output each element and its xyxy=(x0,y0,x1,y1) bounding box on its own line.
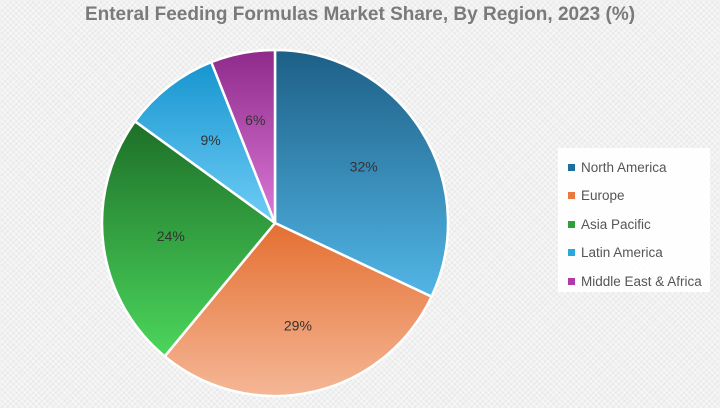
pie-labels: 32% 29% 24% 9% 6% xyxy=(157,112,378,334)
legend-label: Latin America xyxy=(581,245,663,261)
data-label-asia-pacific: 24% xyxy=(157,228,185,244)
data-label-latin-america: 9% xyxy=(200,132,220,148)
legend-label: Middle East & Africa xyxy=(581,273,702,289)
data-label-middle-east-africa: 6% xyxy=(245,112,265,128)
pie-slice-north-america xyxy=(273,48,450,298)
pie-slice-europe xyxy=(163,221,433,398)
pie-slice-middle-east-africa xyxy=(210,48,277,225)
legend-label: Asia Pacific xyxy=(581,216,651,232)
data-label-europe: 29% xyxy=(284,318,312,334)
legend-item-latin-america: Latin America xyxy=(568,239,710,268)
legend-label: North America xyxy=(581,159,667,175)
legend-item-middle-east-africa: Middle East & Africa xyxy=(568,267,710,296)
legend-label: Europe xyxy=(581,188,625,204)
pie-slice-asia-pacific xyxy=(100,120,277,358)
pie-slices xyxy=(100,48,450,398)
legend-swatch xyxy=(568,220,575,228)
legend-swatch xyxy=(568,163,575,171)
legend-swatch xyxy=(568,192,575,200)
pie-slice-latin-america xyxy=(133,60,277,225)
data-label-north-america: 32% xyxy=(350,159,378,175)
legend-item-asia-pacific: Asia Pacific xyxy=(568,210,710,239)
legend: North America Europe Asia Pacific Latin Ame… xyxy=(558,148,710,292)
legend-swatch xyxy=(568,249,575,257)
legend-swatch xyxy=(568,277,575,285)
chart-title: Enteral Feeding Formulas Market Share, B… xyxy=(84,4,636,25)
legend-item-europe: Europe xyxy=(568,182,710,211)
legend-item-north-america: North America xyxy=(568,153,710,182)
